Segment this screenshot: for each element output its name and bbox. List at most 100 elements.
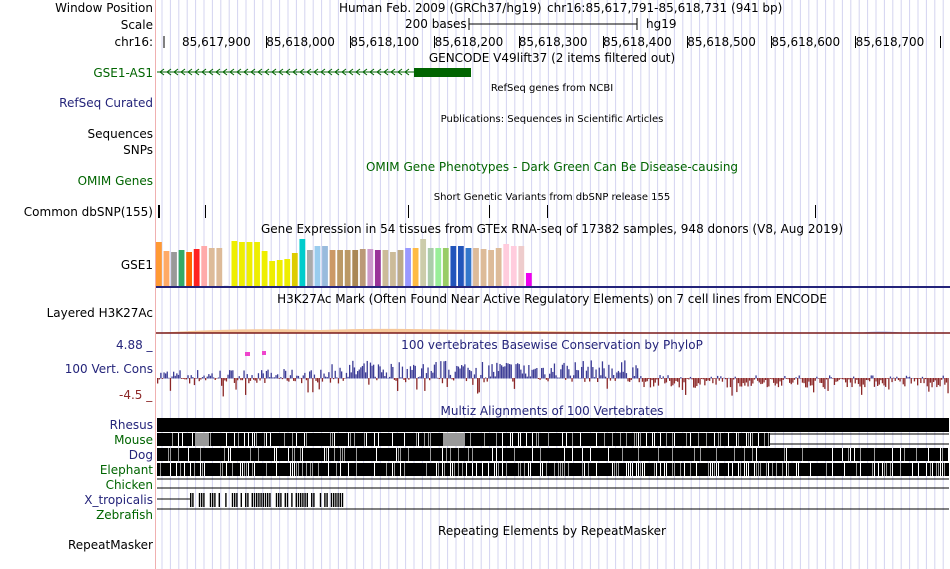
conservation-bar (190, 375, 192, 379)
conservation-bar (166, 371, 168, 379)
alignment-block-dog (157, 448, 949, 461)
multiz-species-label[interactable]: Dog (128, 448, 153, 462)
alignment-mismatch (252, 463, 253, 476)
alignment-xtrop-block (324, 493, 326, 507)
h3k27ac-track-label[interactable]: Layered H3K27Ac (46, 306, 153, 320)
alignment-mismatch (614, 463, 615, 476)
conservation-bar (619, 372, 621, 379)
conservation-bar (323, 373, 325, 379)
conservation-bar (861, 378, 863, 395)
alignment-mismatch (878, 463, 879, 476)
conservation-bar (654, 378, 656, 383)
conservation-bar (675, 378, 677, 382)
conservation-bar (944, 378, 946, 385)
strand-arrow (229, 68, 235, 76)
alignment-mismatch (638, 433, 639, 446)
cons-track-title[interactable]: 100 vertebrates Basewise Conservation by… (401, 338, 703, 352)
conservation-bar (680, 377, 682, 379)
multiz-species-label[interactable]: X_tropicalis (84, 493, 153, 507)
conservation-bar (365, 372, 367, 379)
conservation-bar (627, 378, 629, 382)
conservation-bar (598, 367, 600, 379)
conservation-bar (416, 378, 418, 390)
conservation-bar (381, 372, 383, 379)
strand-arrow (166, 68, 172, 76)
conservation-bar (718, 378, 720, 381)
conservation-bar (606, 378, 608, 389)
gencode-track-title[interactable]: GENCODE V49lift37 (2 items filtered out) (428, 51, 676, 65)
conservation-bar (496, 362, 498, 379)
alignment-mismatch (754, 463, 755, 476)
multiz-species-label[interactable]: Zebrafish (96, 508, 153, 522)
multiz-species-label[interactable]: Mouse (114, 433, 153, 447)
cons-track-label[interactable]: 100 Vert. Cons (64, 362, 153, 376)
dbsnp-track-title[interactable]: Short Genetic Variants from dbSNP releas… (433, 192, 671, 203)
conservation-bar (691, 378, 693, 380)
alignment-mismatch (564, 463, 565, 476)
conservation-bar (939, 378, 941, 387)
alignment-mismatch (558, 463, 559, 476)
conservation-bar (411, 369, 413, 379)
conservation-bar (182, 378, 184, 379)
dbsnp-track-label[interactable]: Common dbSNP(155) (23, 205, 153, 219)
repeatmasker-track-title[interactable]: Repeating Elements by RepeatMasker (438, 524, 666, 538)
refseq-track-label[interactable]: RefSeq Curated (59, 96, 153, 110)
conservation-bar (238, 376, 240, 379)
alignment-mismatch (404, 433, 405, 446)
alignment-mismatch (612, 433, 613, 446)
conservation-bar (833, 378, 836, 385)
conservation-bar (510, 364, 512, 379)
conservation-bar (766, 378, 768, 388)
conservation-bar (590, 360, 592, 379)
conservation-bar (288, 378, 290, 382)
multiz-track-title[interactable]: Multiz Alignments of 100 Vertebrates (440, 404, 664, 418)
alignment-mismatch (374, 463, 375, 476)
refseq-track-title[interactable]: RefSeq genes from NCBI (490, 83, 614, 94)
conservation-bar (408, 378, 410, 380)
alignment-mismatch (450, 463, 451, 476)
conservation-bar (214, 378, 216, 380)
alignment-mismatch (450, 448, 451, 461)
multiz-species-label[interactable]: Elephant (99, 463, 153, 477)
conservation-bar (662, 376, 664, 379)
conservation-bar (704, 378, 706, 386)
gtex-track-title[interactable]: Gene Expression in 54 tissues from GTEx … (260, 222, 844, 236)
multiz-species-label[interactable]: Chicken (105, 478, 153, 492)
multiz-species-label[interactable]: Rhesus (109, 418, 153, 432)
conservation-bar (461, 365, 463, 379)
omim-track-title[interactable]: OMIM Gene Phenotypes - Dark Green Can Be… (365, 160, 739, 174)
alignment-mismatch (720, 433, 721, 446)
alignment-mismatch (292, 433, 293, 446)
conservation-bar (784, 375, 786, 379)
gencode-exon (414, 68, 471, 77)
conservation-bar (912, 377, 914, 379)
conservation-bar (710, 376, 712, 379)
publications-snps-label[interactable]: SNPs (123, 143, 153, 157)
repeatmasker-track-label[interactable]: RepeatMasker (67, 538, 153, 552)
conservation-bar (344, 378, 346, 379)
conservation-bar (806, 378, 808, 388)
alignment-mismatch (482, 463, 483, 476)
cons-min-label: -4.5 _ (119, 388, 153, 402)
conservation-bar (859, 378, 861, 387)
conservation-bar (397, 378, 399, 391)
conservation-bar (921, 376, 924, 379)
alignment-mismatch (392, 463, 393, 476)
gtex-track-label[interactable]: GSE1 (120, 258, 153, 272)
alignment-mismatch (524, 463, 525, 476)
conservation-bar (694, 378, 696, 388)
alignment-mismatch (334, 433, 335, 446)
alignment-mismatch (596, 463, 597, 476)
alignment-xtrop-block (264, 493, 267, 507)
h3k27ac-track-title[interactable]: H3K27Ac Mark (Often Found Near Active Re… (277, 292, 827, 306)
conservation-bar (819, 378, 821, 383)
alignment-mismatch (276, 463, 277, 476)
alignment-mismatch (630, 463, 631, 476)
alignment-mismatch (646, 433, 647, 446)
publications-track-title[interactable]: Publications: Sequences in Scientific Ar… (440, 114, 664, 125)
publications-sequences-label[interactable]: Sequences (87, 127, 153, 141)
omim-track-label[interactable]: OMIM Genes (77, 174, 153, 188)
conservation-bar (358, 369, 360, 379)
gencode-item-label[interactable]: GSE1-AS1 (93, 66, 153, 80)
strand-arrow (264, 68, 270, 76)
